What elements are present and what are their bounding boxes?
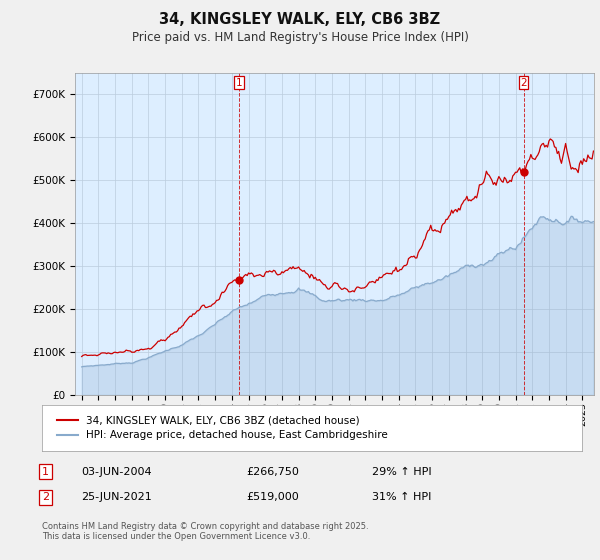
Text: 31% ↑ HPI: 31% ↑ HPI [372,492,431,502]
Text: 2: 2 [42,492,49,502]
Text: £266,750: £266,750 [246,466,299,477]
Text: 1: 1 [42,466,49,477]
Text: 34, KINGSLEY WALK, ELY, CB6 3BZ: 34, KINGSLEY WALK, ELY, CB6 3BZ [160,12,440,27]
Text: 2: 2 [520,78,527,87]
Text: 25-JUN-2021: 25-JUN-2021 [81,492,152,502]
Text: 03-JUN-2004: 03-JUN-2004 [81,466,152,477]
Legend: 34, KINGSLEY WALK, ELY, CB6 3BZ (detached house), HPI: Average price, detached h: 34, KINGSLEY WALK, ELY, CB6 3BZ (detache… [53,411,392,445]
Text: Price paid vs. HM Land Registry's House Price Index (HPI): Price paid vs. HM Land Registry's House … [131,31,469,44]
Text: Contains HM Land Registry data © Crown copyright and database right 2025.
This d: Contains HM Land Registry data © Crown c… [42,522,368,542]
Text: 29% ↑ HPI: 29% ↑ HPI [372,466,431,477]
Text: 1: 1 [236,78,242,87]
Text: £519,000: £519,000 [246,492,299,502]
